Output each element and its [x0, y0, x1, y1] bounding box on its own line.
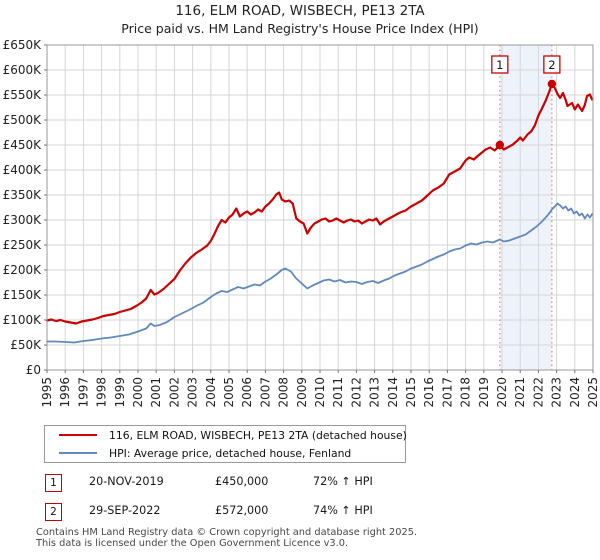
- y-axis-label: £650K: [3, 38, 43, 52]
- x-axis-label: 2007: [258, 377, 272, 408]
- sale-marker-number: 2: [548, 58, 555, 72]
- y-axis-label: £100K: [3, 313, 43, 327]
- x-axis-label: 2005: [222, 377, 236, 408]
- hpi-line-sample: [59, 452, 97, 454]
- x-axis-label: 1999: [113, 377, 127, 408]
- sale-2-date: 29-SEP-2022: [89, 504, 161, 517]
- x-axis-label: 2018: [459, 377, 473, 408]
- y-axis-label: £600K: [3, 63, 43, 77]
- y-axis-label: £400K: [3, 163, 43, 177]
- x-axis-label: 2012: [349, 377, 363, 408]
- sale-marker-number: 1: [496, 58, 503, 72]
- sale-2-price: £572,000: [215, 504, 269, 517]
- y-axis-label: £350K: [3, 188, 43, 202]
- sale-2-hpi-delta: 74% ↑ HPI: [313, 504, 373, 517]
- price-history-chart: £0 £50K £100K £150K £200K £250K £300K £350K £400…: [3, 38, 600, 408]
- x-axis-label: 2003: [186, 377, 200, 408]
- y-axis-label: £300K: [3, 213, 43, 227]
- x-axis-label: 1998: [95, 377, 109, 408]
- x-axis-label: 2000: [131, 377, 145, 408]
- sale-1-price: £450,000: [215, 475, 269, 488]
- sale-marker-box-2: [543, 55, 561, 74]
- x-axis-label: 2020: [495, 377, 509, 408]
- legend-label-property: 116, ELM ROAD, WISBECH, PE13 2TA (detach…: [109, 428, 407, 442]
- sale-1-date: 20-NOV-2019: [89, 475, 164, 488]
- x-axis-label: 2006: [240, 377, 254, 408]
- y-axis-label: £250K: [3, 238, 43, 252]
- footer-line-2: This data is licensed under the Open Gov…: [36, 537, 349, 549]
- legend-label-hpi: HPI: Average price, detached house, Fenl…: [109, 446, 352, 460]
- hpi-line: [46, 202, 593, 344]
- legend-item-property: 116, ELM ROAD, WISBECH, PE13 2TA (detach…: [45, 428, 407, 443]
- sale-1-hpi-delta: 72% ↑ HPI: [313, 475, 373, 488]
- x-axis-label: 2023: [550, 377, 564, 408]
- y-axis-label: £150K: [3, 288, 43, 302]
- x-axis-label: 2010: [313, 377, 327, 408]
- sale-1-badge: 1: [45, 474, 62, 492]
- page-title: 116, ELM ROAD, WISBECH, PE13 2TA: [175, 3, 425, 19]
- x-axis-label: 2011: [331, 377, 345, 408]
- y-axis-label: £0: [26, 363, 41, 377]
- x-axis-label: 1997: [76, 377, 90, 408]
- x-axis-label: 1996: [58, 377, 72, 408]
- sale-2-badge: 2: [45, 503, 62, 521]
- copyright-footer: Contains HM Land Registry data © Crown c…: [36, 527, 418, 549]
- chart-legend: 116, ELM ROAD, WISBECH, PE13 2TA (detach…: [44, 425, 407, 463]
- sale-annotation-row: 1 20-NOV-2019 £450,000 72% ↑ HPI: [0, 474, 600, 492]
- y-axis-label: £450K: [3, 138, 43, 152]
- y-axis-label: £50K: [10, 338, 42, 352]
- x-axis-label: 2017: [440, 377, 454, 408]
- x-axis-label: 2021: [513, 377, 527, 408]
- sale-marker-box-1: [491, 55, 509, 74]
- x-axis-label: 2001: [149, 377, 163, 408]
- x-axis-label: 2013: [368, 377, 382, 408]
- sale-annotation-row: 2 29-SEP-2022 £572,000 74% ↑ HPI: [0, 503, 600, 521]
- x-axis-label: 2016: [422, 377, 436, 408]
- footer-line-1: Contains HM Land Registry data © Crown c…: [36, 527, 418, 538]
- property-price-line: [45, 82, 594, 325]
- y-axis-label: £500K: [3, 113, 43, 127]
- x-axis-label: 1995: [40, 377, 54, 408]
- between-sales-band: [499, 45, 552, 370]
- x-axis-label: 2022: [531, 377, 545, 408]
- x-axis-label: 2015: [404, 377, 418, 408]
- x-axis-label: 2024: [568, 377, 582, 408]
- x-axis-label: 2002: [167, 377, 181, 408]
- x-axis-label: 2008: [277, 377, 291, 408]
- y-axis-label: £200K: [3, 263, 43, 277]
- x-axis-label: 2004: [204, 377, 218, 408]
- x-axis-label: 2009: [295, 377, 309, 408]
- x-axis-label: 2014: [386, 377, 400, 408]
- page-subtitle: Price paid vs. HM Land Registry's House …: [121, 21, 479, 36]
- x-axis-label: 2019: [477, 377, 491, 408]
- x-axis-label: 2025: [586, 377, 600, 408]
- sale-point-2: [547, 79, 557, 89]
- sale-point-1: [495, 140, 505, 150]
- y-axis-label: £550K: [3, 88, 43, 102]
- property-line-sample: [59, 434, 97, 436]
- legend-item-hpi: HPI: Average price, detached house, Fenl…: [45, 446, 405, 461]
